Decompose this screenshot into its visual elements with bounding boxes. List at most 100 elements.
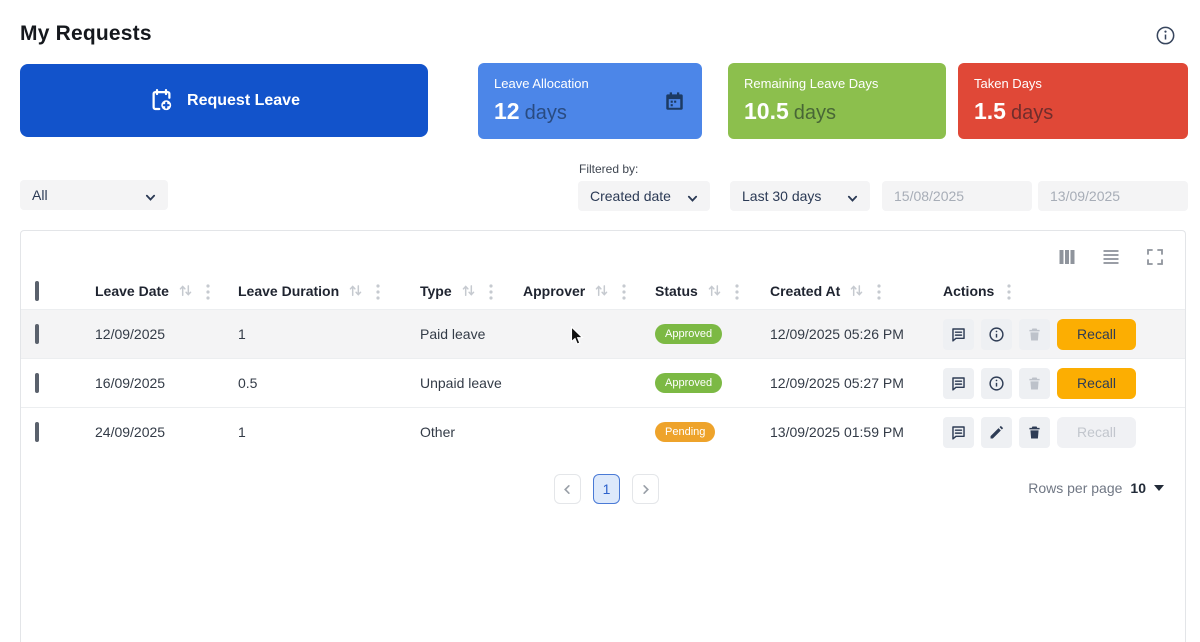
cell-created-at: 13/09/2025 01:59 PM [770, 424, 904, 440]
requests-table: Leave Date Leave Duration Type Approver … [20, 230, 1186, 642]
chevron-down-icon [847, 191, 858, 202]
info-button[interactable] [981, 318, 1012, 350]
row-density-icon[interactable] [1101, 247, 1121, 267]
comment-button[interactable] [943, 416, 974, 448]
table-row: 12/09/2025 1 Paid leave Approved 12/09/2… [21, 309, 1185, 358]
cell-leave-date: 24/09/2025 [95, 424, 166, 440]
table-row: 16/09/2025 0.5 Unpaid leave Approved 12/… [21, 358, 1185, 407]
stat-label: Leave Allocation [494, 76, 589, 91]
cell-type: Other [420, 424, 456, 440]
row-checkbox[interactable] [35, 324, 39, 344]
page-title: My Requests [20, 22, 152, 45]
column-menu-icon[interactable] [1007, 283, 1011, 300]
column-header-actions: Actions [943, 283, 995, 299]
column-header-leave-date: Leave Date [95, 283, 169, 299]
fullscreen-icon[interactable] [1145, 247, 1165, 267]
calendar-plus-icon [148, 87, 175, 114]
prev-page-button[interactable] [554, 474, 581, 504]
stat-value: 10.5 [744, 98, 789, 124]
cell-type: Paid leave [420, 326, 486, 342]
mouse-cursor [570, 326, 584, 345]
filter-range-select[interactable]: Last 30 days [730, 181, 870, 211]
column-menu-icon[interactable] [877, 283, 881, 300]
chevron-down-icon [145, 190, 156, 201]
calendar-icon [663, 90, 686, 113]
select-all-checkbox[interactable] [35, 281, 39, 301]
date-from-input[interactable]: 15/08/2025 [882, 181, 1032, 211]
table-toolbar [21, 231, 1185, 273]
delete-button[interactable] [1019, 416, 1050, 448]
sort-icon[interactable] [178, 284, 193, 298]
filter-field-value: Created date [590, 188, 671, 204]
sort-icon[interactable] [594, 284, 609, 298]
stat-card-remaining-days: Remaining Leave Days 10.5 days [728, 63, 946, 139]
sort-icon[interactable] [461, 284, 476, 298]
comment-button[interactable] [943, 318, 974, 350]
cell-leave-duration: 1 [238, 424, 246, 440]
comment-button[interactable] [943, 367, 974, 399]
cell-created-at: 12/09/2025 05:27 PM [770, 375, 904, 391]
info-button[interactable] [981, 367, 1012, 399]
type-filter-select[interactable]: All [20, 180, 168, 210]
page-number-button[interactable]: 1 [593, 474, 620, 504]
column-menu-icon[interactable] [735, 283, 739, 300]
status-badge: Approved [655, 324, 723, 344]
cell-leave-date: 16/09/2025 [95, 375, 166, 391]
filter-field-select[interactable]: Created date [578, 181, 710, 211]
stat-unit: days [524, 102, 567, 124]
stat-unit: days [793, 102, 837, 124]
stat-label: Remaining Leave Days [744, 76, 879, 91]
cell-leave-date: 12/09/2025 [95, 326, 166, 342]
stat-value: 12 [494, 98, 520, 124]
column-header-type: Type [420, 283, 452, 299]
column-menu-icon[interactable] [489, 283, 493, 300]
status-badge: Approved [655, 373, 723, 393]
column-menu-icon[interactable] [622, 283, 626, 300]
sort-icon[interactable] [707, 284, 722, 298]
rows-per-page-select[interactable]: Rows per page 10 [1028, 480, 1164, 496]
caret-down-icon [1154, 485, 1164, 491]
row-checkbox[interactable] [35, 373, 39, 393]
sort-icon[interactable] [849, 284, 864, 298]
column-header-approver: Approver [523, 283, 586, 299]
table-row: 24/09/2025 1 Other Pending 13/09/2025 01… [21, 407, 1185, 456]
recall-button[interactable]: Recall [1057, 318, 1136, 350]
row-checkbox[interactable] [35, 422, 39, 442]
table-header-row: Leave Date Leave Duration Type Approver … [21, 273, 1185, 309]
stat-card-taken-days: Taken Days 1.5 days [958, 63, 1188, 139]
filter-range-value: Last 30 days [742, 188, 822, 204]
column-header-leave-duration: Leave Duration [238, 283, 340, 299]
pagination: 1 Rows per page 10 [21, 470, 1185, 518]
request-leave-button[interactable]: Request Leave [20, 64, 428, 137]
filtered-by-label: Filtered by: [579, 162, 639, 176]
column-header-status: Status [655, 283, 698, 299]
status-badge: Pending [655, 422, 716, 442]
cell-created-at: 12/09/2025 05:26 PM [770, 326, 904, 342]
column-header-created-at: Created At [770, 283, 841, 299]
cell-leave-duration: 0.5 [238, 375, 258, 391]
rows-per-page-value: 10 [1130, 480, 1146, 496]
date-to-input[interactable]: 13/09/2025 [1038, 181, 1188, 211]
request-leave-label: Request Leave [187, 91, 300, 109]
column-menu-icon[interactable] [206, 283, 210, 300]
stat-unit: days [1010, 102, 1054, 124]
cell-type: Unpaid leave [420, 375, 502, 391]
type-filter-value: All [32, 187, 48, 203]
stat-value: 1.5 [974, 98, 1006, 124]
edit-button[interactable] [981, 416, 1012, 448]
page-info-icon[interactable] [1156, 26, 1175, 45]
column-menu-icon[interactable] [376, 283, 380, 300]
delete-button-disabled [1019, 318, 1050, 350]
stat-label: Taken Days [974, 76, 1042, 91]
chevron-down-icon [687, 191, 698, 202]
columns-icon[interactable] [1057, 247, 1077, 267]
rows-per-page-label: Rows per page [1028, 480, 1123, 496]
next-page-button[interactable] [632, 474, 659, 504]
sort-icon[interactable] [348, 284, 363, 298]
cell-leave-duration: 1 [238, 326, 246, 342]
recall-button[interactable]: Recall [1057, 367, 1136, 399]
recall-button-disabled: Recall [1057, 416, 1136, 448]
stat-card-leave-allocation: Leave Allocation 12 days [478, 63, 702, 139]
delete-button-disabled [1019, 367, 1050, 399]
